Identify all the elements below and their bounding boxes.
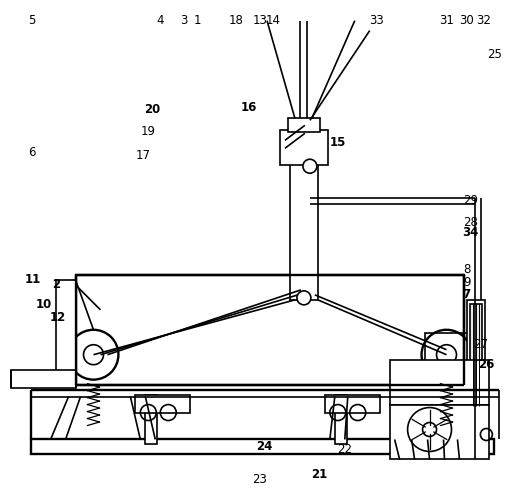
Text: 2: 2 (52, 278, 61, 291)
Text: 23: 23 (252, 473, 267, 486)
Text: 33: 33 (369, 14, 384, 27)
Text: 32: 32 (476, 14, 491, 27)
Text: 20: 20 (144, 103, 160, 116)
Text: 21: 21 (311, 468, 327, 481)
Bar (470, 304, 483, 406)
Text: 6: 6 (28, 146, 35, 160)
Text: 25: 25 (487, 48, 502, 61)
Bar (468, 300, 485, 410)
Text: 17: 17 (136, 149, 151, 162)
Bar (280, 130, 328, 165)
Text: 8: 8 (463, 264, 470, 276)
Text: 15: 15 (329, 136, 346, 149)
Text: 9: 9 (463, 276, 470, 289)
Text: 7: 7 (462, 288, 471, 302)
Bar (389, 404, 489, 460)
Bar (31, 440, 494, 454)
Circle shape (303, 160, 317, 173)
Text: 24: 24 (256, 440, 272, 454)
Text: 26: 26 (478, 358, 494, 371)
Text: 27: 27 (473, 338, 488, 351)
Circle shape (297, 291, 311, 305)
Text: 28: 28 (463, 216, 478, 229)
Text: 22: 22 (337, 443, 352, 456)
Text: 4: 4 (156, 14, 164, 27)
Text: 31: 31 (439, 14, 454, 27)
Text: 14: 14 (265, 14, 280, 27)
Text: 19: 19 (141, 126, 156, 138)
Text: 3: 3 (180, 14, 187, 27)
Bar (145, 394, 157, 444)
Bar (55, 280, 76, 374)
Bar (11, 370, 76, 388)
Text: 1: 1 (193, 14, 201, 27)
Bar (76, 275, 464, 384)
Text: 11: 11 (24, 274, 40, 286)
Bar (325, 394, 380, 412)
Circle shape (408, 408, 452, 452)
Bar (425, 333, 469, 376)
Text: 30: 30 (459, 14, 474, 27)
Text: 29: 29 (463, 194, 478, 206)
Bar (135, 394, 190, 412)
Text: 5: 5 (28, 14, 35, 27)
Text: 18: 18 (228, 14, 243, 27)
Text: 12: 12 (50, 311, 66, 324)
Bar (288, 118, 320, 132)
Bar (389, 360, 489, 405)
Text: 10: 10 (36, 298, 52, 312)
Bar (335, 394, 347, 444)
Text: 34: 34 (462, 226, 478, 239)
Text: 16: 16 (241, 102, 257, 114)
Bar (290, 160, 318, 300)
Text: 13: 13 (252, 14, 267, 27)
